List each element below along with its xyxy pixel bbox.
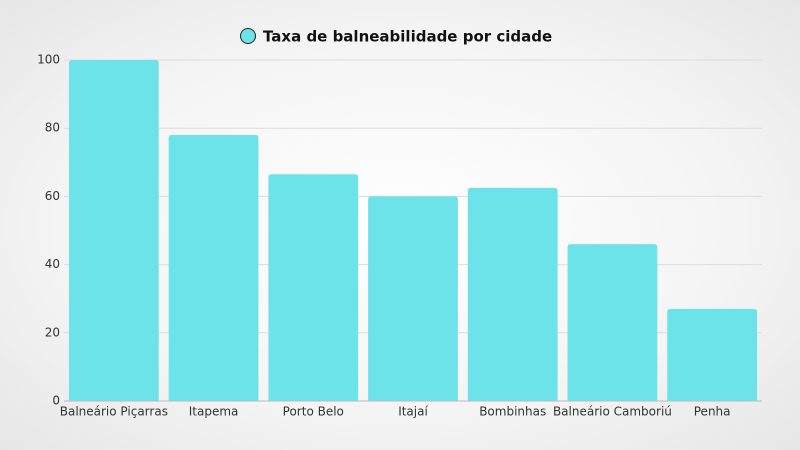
x-tick-label: Balneário Piçarras [60, 405, 168, 419]
y-tick-label: 0 [52, 394, 60, 408]
bar [68, 60, 159, 401]
bar [368, 196, 458, 401]
bar [168, 135, 259, 401]
bar [467, 187, 558, 401]
bar [268, 174, 359, 401]
y-tick-label: 40 [45, 257, 60, 271]
x-tick-label: Porto Belo [283, 405, 344, 419]
bar [667, 308, 758, 401]
x-tick-label: Balneário Camboriú [553, 405, 672, 419]
legend-label: Taxa de balneabilidade por cidade [263, 28, 552, 46]
y-tick-label: 20 [45, 325, 60, 339]
x-tick-label: Bombinhas [479, 405, 546, 419]
x-tick-label: Itapema [189, 405, 239, 419]
y-tick-label: 100 [37, 53, 60, 67]
legend-swatch [240, 28, 256, 44]
y-tick-label: 60 [45, 189, 60, 203]
x-tick-label: Penha [694, 405, 731, 419]
y-tick-label: 80 [45, 121, 60, 135]
bar [567, 244, 658, 401]
x-tick-label: Itajaí [398, 405, 428, 419]
